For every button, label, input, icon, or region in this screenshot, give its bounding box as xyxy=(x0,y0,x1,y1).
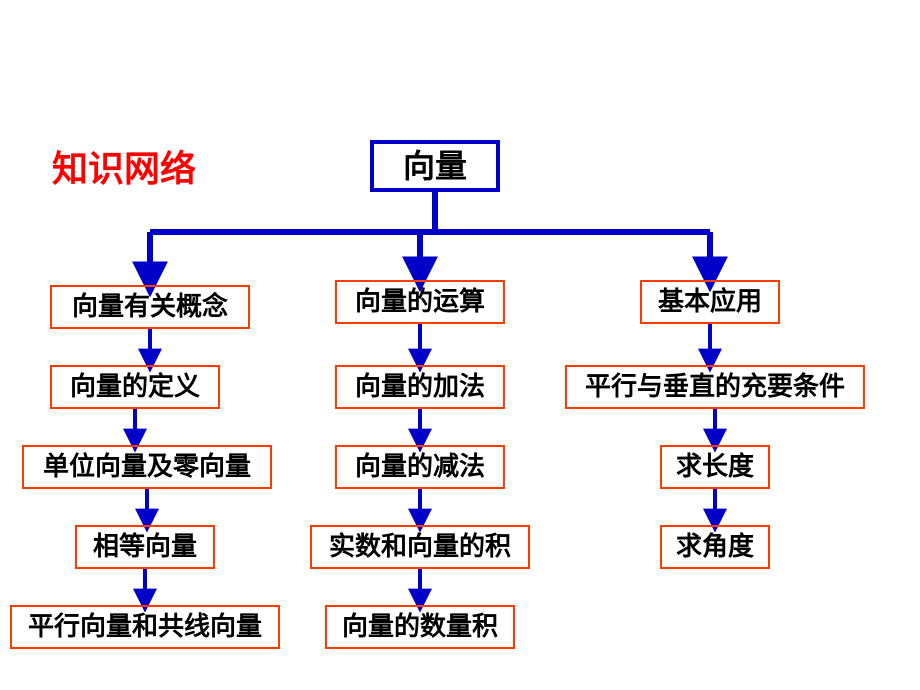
node-c2d: 向量的数量积 xyxy=(325,605,515,649)
node-c2b: 向量的减法 xyxy=(335,445,505,489)
node-c1a: 向量的定义 xyxy=(50,365,220,409)
node-c2: 向量的运算 xyxy=(335,280,505,324)
node-c3a: 平行与垂直的充要条件 xyxy=(565,365,865,409)
node-c1b: 单位向量及零向量 xyxy=(22,445,272,489)
diagram-stage: 知识网络 向量向量有关概念向量的定义单位向量及零向量相等向量平行向量和共线向量 向… xyxy=(0,0,920,690)
node-c1: 向量有关概念 xyxy=(50,285,250,329)
node-c2c: 实数和向量的积 xyxy=(310,525,530,569)
node-c3: 基本应用 xyxy=(640,280,780,324)
edge-layer xyxy=(0,0,920,690)
node-c3b: 求长度 xyxy=(660,445,770,489)
node-c2a: 向量的加法 xyxy=(335,365,505,409)
node-root: 向量 xyxy=(370,140,500,192)
node-c3c: 求角度 xyxy=(660,525,770,569)
node-c1c: 相等向量 xyxy=(75,525,215,569)
page-title: 知识网络 xyxy=(52,140,196,192)
node-c1d: 平行向量和共线向量 xyxy=(10,605,280,649)
